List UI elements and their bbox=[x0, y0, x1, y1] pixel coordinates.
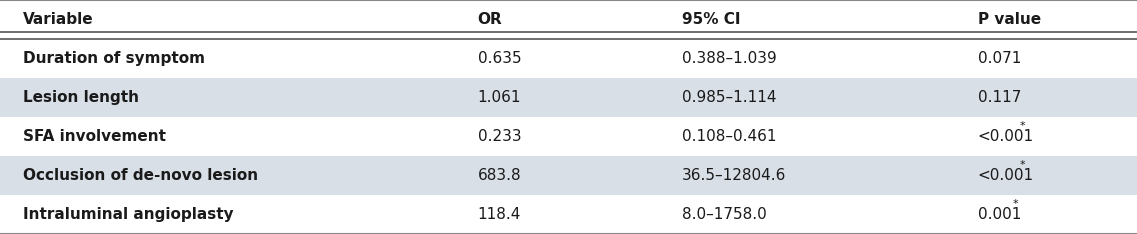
Text: 0.071: 0.071 bbox=[978, 51, 1021, 66]
Text: *: * bbox=[1020, 160, 1026, 170]
Text: 0.635: 0.635 bbox=[478, 51, 521, 66]
Text: Duration of symptom: Duration of symptom bbox=[23, 51, 205, 66]
Text: 0.985–1.114: 0.985–1.114 bbox=[682, 90, 777, 105]
Text: <0.001: <0.001 bbox=[978, 168, 1034, 183]
Text: Variable: Variable bbox=[23, 12, 93, 27]
Text: 1.061: 1.061 bbox=[478, 90, 521, 105]
Text: 0.001: 0.001 bbox=[978, 207, 1021, 222]
Text: 36.5–12804.6: 36.5–12804.6 bbox=[682, 168, 787, 183]
Bar bbox=[0, 156, 1137, 195]
Bar bbox=[0, 0, 1137, 39]
Bar bbox=[0, 39, 1137, 78]
Bar bbox=[0, 195, 1137, 234]
Text: SFA involvement: SFA involvement bbox=[23, 129, 166, 144]
Bar bbox=[0, 117, 1137, 156]
Text: Intraluminal angioplasty: Intraluminal angioplasty bbox=[23, 207, 233, 222]
Text: <0.001: <0.001 bbox=[978, 129, 1034, 144]
Text: P value: P value bbox=[978, 12, 1041, 27]
Text: *: * bbox=[1013, 199, 1019, 208]
Text: *: * bbox=[1020, 121, 1026, 131]
Bar bbox=[0, 78, 1137, 117]
Text: 0.108–0.461: 0.108–0.461 bbox=[682, 129, 777, 144]
Text: 118.4: 118.4 bbox=[478, 207, 521, 222]
Text: OR: OR bbox=[478, 12, 503, 27]
Text: 0.233: 0.233 bbox=[478, 129, 521, 144]
Text: 683.8: 683.8 bbox=[478, 168, 521, 183]
Text: 95% CI: 95% CI bbox=[682, 12, 740, 27]
Text: Occlusion of de-novo lesion: Occlusion of de-novo lesion bbox=[23, 168, 258, 183]
Text: Lesion length: Lesion length bbox=[23, 90, 139, 105]
Text: 8.0–1758.0: 8.0–1758.0 bbox=[682, 207, 767, 222]
Text: 0.388–1.039: 0.388–1.039 bbox=[682, 51, 777, 66]
Text: 0.117: 0.117 bbox=[978, 90, 1021, 105]
